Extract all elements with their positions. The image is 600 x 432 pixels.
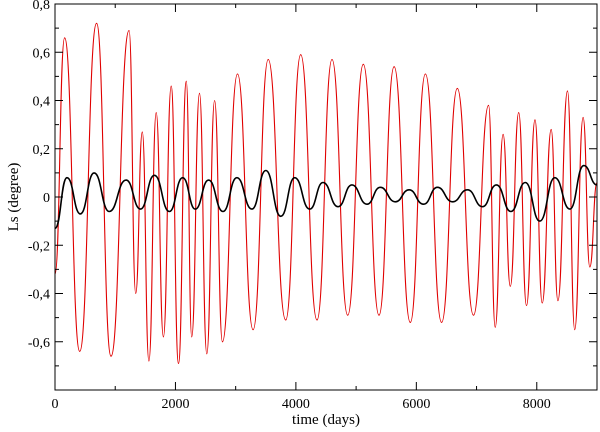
y-tick-label: 0 — [43, 191, 50, 206]
y-tick-label: -0,2 — [28, 239, 50, 254]
series-line-2 — [54, 164, 598, 230]
x-axis: 0 2000 4000 6000 8000 — [52, 4, 551, 412]
series-line-1 — [54, 22, 598, 365]
y-tick-label: 0,6 — [33, 46, 51, 61]
y-tick-label: 0,8 — [33, 0, 51, 13]
x-tick-label: 6000 — [402, 397, 430, 412]
y-tick-label: 0,4 — [33, 95, 51, 110]
y-tick-label: 0,2 — [33, 143, 51, 158]
y-tick-label: -0,6 — [28, 336, 50, 351]
x-tick-label: 8000 — [523, 397, 551, 412]
x-tick-label: 4000 — [282, 397, 310, 412]
x-axis-title: time (days) — [292, 412, 360, 428]
y-tick-label: -0,4 — [28, 288, 50, 303]
plot-frame — [54, 3, 598, 391]
x-tick-label: 2000 — [161, 397, 189, 412]
x-tick-label: 0 — [52, 397, 59, 412]
y-axis-title: Ls (degree) — [6, 163, 22, 232]
y-axis: -0,6 -0,4 -0,2 0 0,2 0,4 0,6 0,8 — [28, 0, 597, 367]
series-layer — [54, 22, 598, 365]
